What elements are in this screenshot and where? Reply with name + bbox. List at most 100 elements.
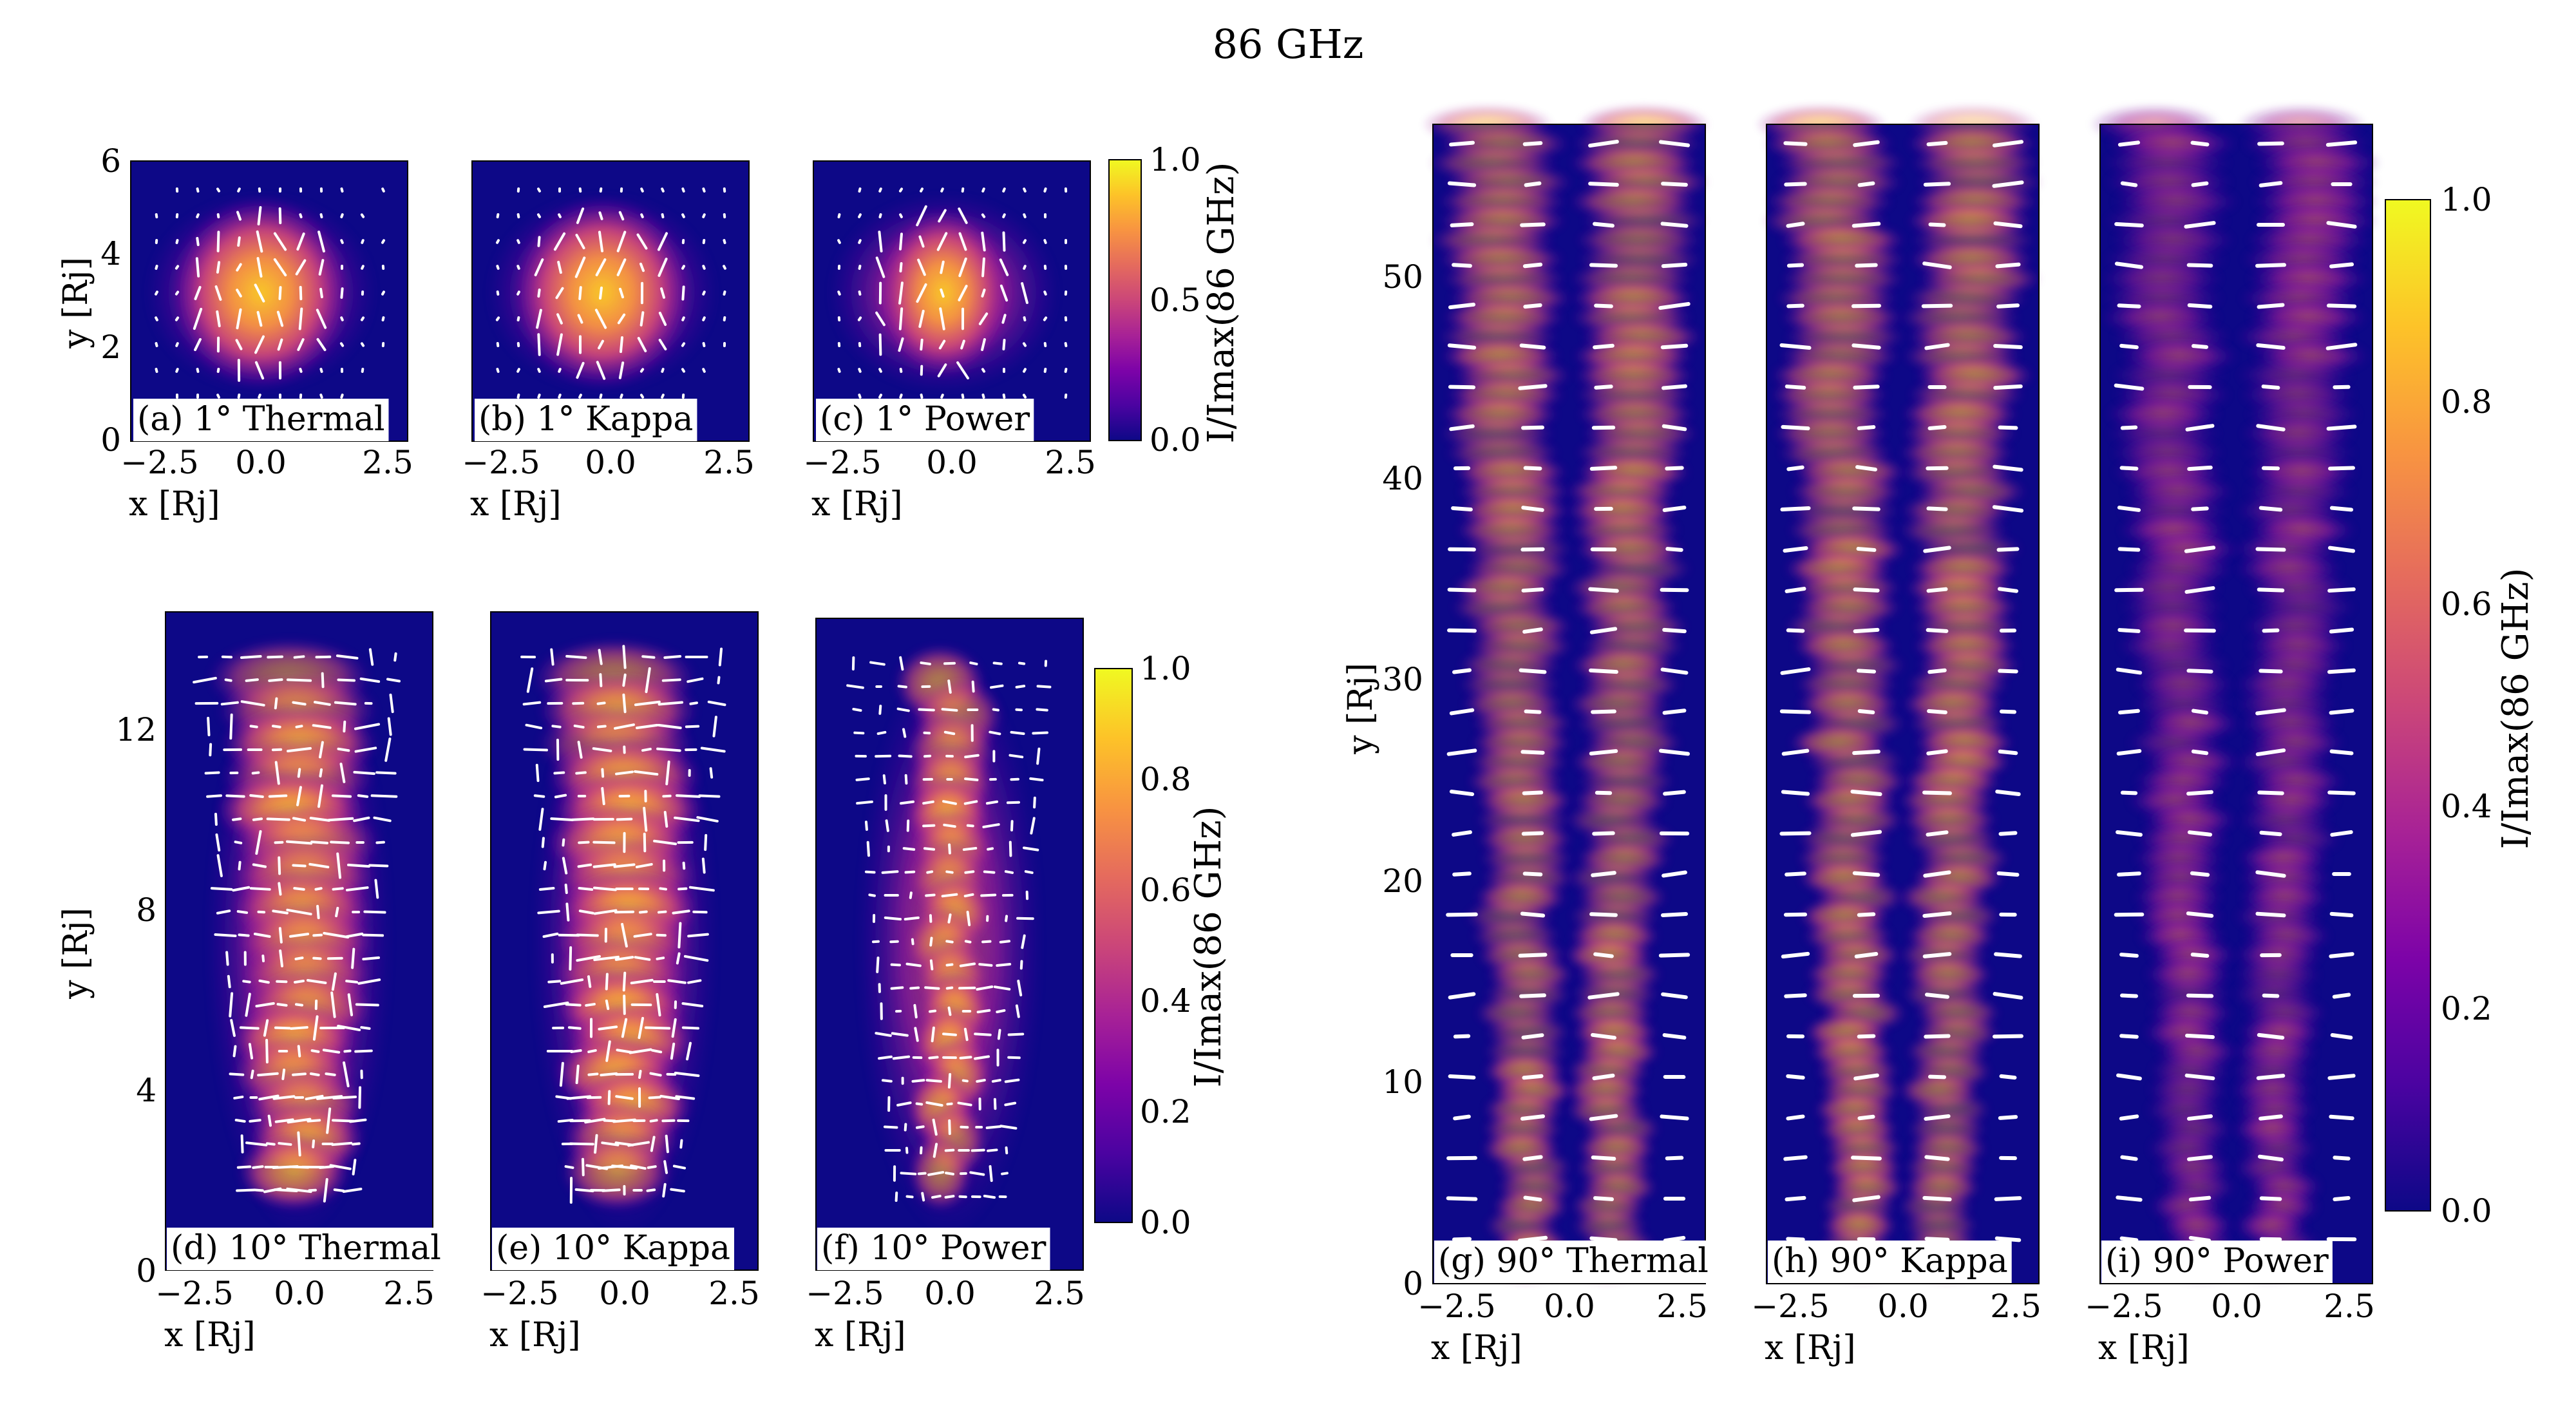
- polarization-vector: [595, 258, 607, 276]
- polarization-vector: [330, 991, 336, 1018]
- polarization-vector: [2119, 953, 2139, 958]
- polarization-vector: [294, 1003, 304, 1007]
- polarization-vector: [688, 886, 715, 892]
- polarization-vector: [569, 1142, 594, 1146]
- polarization-vector: [204, 771, 220, 775]
- polarization-vector: [286, 908, 312, 916]
- polarization-vector: [1005, 915, 1009, 922]
- polarization-vector: [495, 316, 500, 321]
- polarization-vector: [2116, 1195, 2143, 1202]
- polarization-vector: [1785, 385, 1806, 390]
- polarization-vector: [1449, 708, 1475, 716]
- polarization-vector: [2186, 1114, 2213, 1121]
- polarization-vector: [1448, 1074, 1476, 1079]
- panel-g-emission: [1421, 105, 1710, 1284]
- polarization-vector: [960, 1125, 969, 1129]
- polarization-vector: [314, 887, 323, 891]
- polarization-vector: [562, 857, 568, 875]
- panel-d-ytick-4: 12: [115, 711, 156, 748]
- polarization-vector: [326, 1107, 332, 1134]
- polarization-vector: [2191, 181, 2209, 187]
- polarization-vector: [665, 760, 670, 786]
- polarization-vector: [1994, 1236, 2022, 1242]
- panel-g-ylabel: y [Rj]: [1341, 663, 1380, 755]
- polarization-vector: [616, 258, 627, 276]
- panel-e-xtick-1: −2.5: [480, 1275, 558, 1312]
- polarization-vector: [1993, 992, 2023, 1000]
- polarization-vector: [943, 661, 956, 665]
- polarization-vector: [857, 316, 862, 321]
- polarization-vector: [2188, 1235, 2211, 1243]
- panel-c-label: (c) 1° Power: [820, 400, 1030, 439]
- polarization-vector: [368, 648, 374, 666]
- polarization-vector: [869, 661, 886, 666]
- polarization-vector: [1001, 1172, 1009, 1175]
- polarization-vector: [855, 777, 870, 781]
- panel-g-ytick-2: 10: [1382, 1063, 1423, 1101]
- polarization-vector: [257, 910, 266, 914]
- polarization-vector: [1995, 262, 2021, 269]
- polarization-vector: [661, 368, 665, 373]
- polarization-vector: [658, 701, 684, 706]
- polarization-vector: [1593, 1196, 1615, 1201]
- panel-d-xlabel: x [Rj]: [164, 1316, 256, 1355]
- polarization-vector: [1043, 342, 1047, 347]
- polarization-vector: [343, 720, 346, 733]
- polarization-vector: [578, 187, 582, 193]
- polarization-vector: [638, 1069, 642, 1079]
- polarization-vector: [931, 1026, 935, 1043]
- colorbar-1: 0.0 0.5 1.0 I/Imax(86 GHz): [1108, 141, 1242, 459]
- polarization-vector: [1660, 912, 1689, 917]
- polarization-vector: [2116, 830, 2143, 837]
- polarization-vector: [339, 763, 346, 783]
- polarization-vector: [899, 656, 904, 671]
- polarization-vector: [598, 339, 604, 350]
- polarization-vector: [939, 307, 945, 330]
- polarization-vector: [535, 763, 540, 783]
- polarization-vector: [1779, 831, 1812, 836]
- polarization-vector: [1521, 1033, 1544, 1040]
- polarization-vector: [906, 819, 910, 832]
- polarization-vector: [293, 980, 305, 984]
- polarization-vector: [601, 768, 605, 778]
- panel-a-ytick-4: 6: [100, 142, 121, 180]
- polarization-vector: [2187, 465, 2213, 471]
- polarization-vector: [310, 1049, 320, 1053]
- polarization-vector: [1921, 303, 1953, 309]
- polarization-vector: [232, 886, 251, 892]
- polarization-vector: [2120, 425, 2138, 430]
- polarization-vector: [279, 949, 284, 967]
- polarization-vector: [1447, 343, 1477, 350]
- panel-g-ytick-3: 20: [1382, 862, 1423, 900]
- polarization-vector: [1591, 871, 1616, 877]
- polarization-vector: [245, 993, 251, 1017]
- polarization-vector: [899, 213, 903, 218]
- polarization-vector: [940, 260, 945, 274]
- panel-i-emission: [2088, 105, 2382, 1284]
- polarization-vector: [656, 933, 667, 937]
- polarization-vector: [587, 1049, 597, 1054]
- panel-h-label: (h) 90° Kappa: [1772, 1242, 2008, 1280]
- polarization-vector: [550, 817, 574, 821]
- polarization-vector: [898, 187, 904, 193]
- colorbar-3-gradient: [2385, 199, 2431, 1212]
- polarization-vector: [1853, 385, 1880, 390]
- polarization-vector: [373, 816, 392, 823]
- polarization-vector: [2256, 1074, 2286, 1080]
- polarization-vector: [537, 288, 541, 298]
- polarization-vector: [611, 1165, 638, 1170]
- polarization-vector: [1036, 685, 1052, 689]
- polarization-vector: [214, 285, 222, 301]
- polarization-vector: [2120, 181, 2138, 187]
- polarization-vector: [537, 394, 541, 399]
- polarization-vector: [650, 1136, 656, 1152]
- polarization-vector: [578, 394, 582, 399]
- polarization-vector: [947, 913, 952, 924]
- polarization-vector: [927, 1171, 945, 1176]
- panel-e-label: (e) 10° Kappa: [496, 1229, 730, 1268]
- polarization-vector: [1856, 669, 1877, 674]
- panel-e-xtick-3: 2.5: [708, 1275, 760, 1312]
- polarization-vector: [943, 730, 956, 736]
- polarization-vector: [256, 310, 263, 327]
- polarization-vector: [902, 728, 907, 738]
